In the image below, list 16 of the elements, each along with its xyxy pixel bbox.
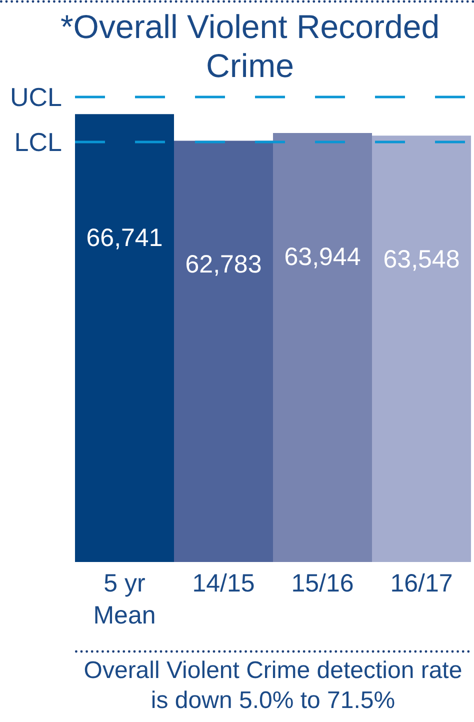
ref-line-label: UCL: [10, 82, 62, 112]
text: Overall Violent Crime detection rate is down 5.0% to 71.5%: [84, 657, 462, 714]
bar: [372, 136, 471, 562]
data-label: 66,741: [86, 224, 163, 252]
data-label: 62,783: [185, 250, 262, 279]
bar: [174, 140, 273, 562]
x-tick-label: 14/15: [192, 570, 255, 598]
x-tick-label: 15/16: [291, 570, 354, 598]
data-label: 63,548: [383, 246, 460, 274]
chart-title: *Overall Violent Recorded Crime: [60, 8, 440, 84]
x-tick-label: 16/17: [390, 570, 453, 598]
ref-line-label: LCL: [14, 126, 62, 157]
x-tick-label: 5 yr Mean: [93, 570, 156, 630]
bar: [273, 132, 372, 562]
bar: [75, 114, 174, 562]
data-label: 63,944: [284, 242, 361, 271]
